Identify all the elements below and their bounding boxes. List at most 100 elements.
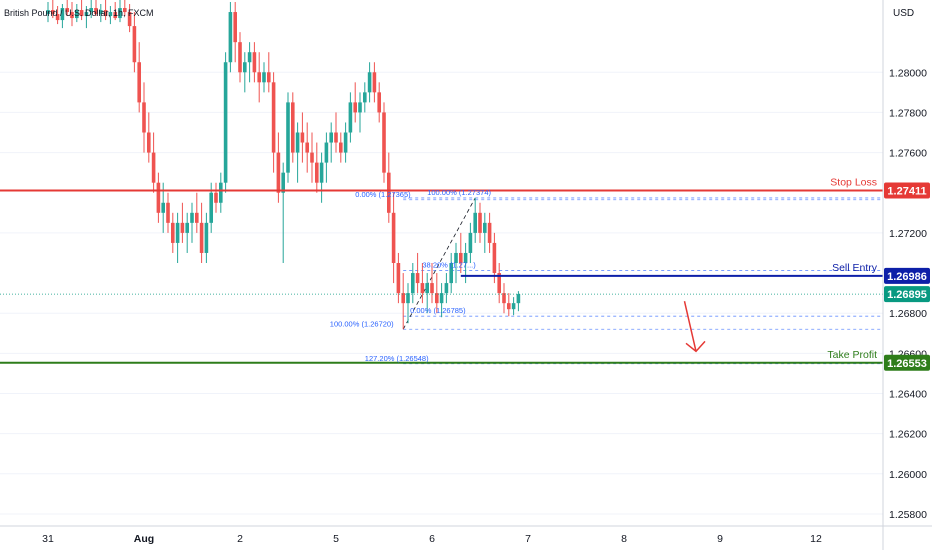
candle-body [195, 212, 199, 223]
candle-body [420, 283, 425, 294]
candle-body [315, 162, 319, 183]
level-badge-target [884, 354, 930, 371]
candle-body [334, 132, 338, 143]
fib-label: 100.00% (1.27374) [427, 188, 491, 197]
candle-body [348, 102, 353, 133]
candle-body [262, 72, 266, 83]
candle-body [387, 172, 391, 213]
candle-body [454, 252, 458, 263]
price-axis[interactable]: 1.280001.278001.276001.272001.268001.266… [889, 67, 927, 521]
candle-body [406, 293, 410, 304]
candle-body [190, 212, 194, 223]
candle-body [425, 283, 429, 294]
time-axis[interactable]: 31 Aug 2 5 6 7 8 9 12 [42, 533, 822, 545]
candle-body [209, 192, 213, 223]
price-tick-label: 1.26200 [889, 429, 927, 441]
candle-body [305, 142, 309, 153]
arrow-shaft [683, 300, 697, 352]
time-tick-label: 2 [237, 533, 243, 545]
candle-body [123, 8, 127, 13]
fib-label: 38.20% (1.27...) [422, 260, 476, 269]
candle-body [310, 152, 314, 163]
fib-trend-line [402, 197, 476, 330]
level-badge-stop [884, 182, 930, 199]
candle-body [459, 252, 463, 263]
price-tick-label: 1.27600 [889, 148, 927, 160]
candle-body [502, 293, 506, 304]
candle-body [219, 182, 223, 203]
price-tick-label: 1.25800 [889, 509, 927, 521]
level-label-stop: Stop Loss [830, 177, 877, 189]
candle-body [281, 172, 285, 193]
candle-body [319, 162, 324, 183]
candle-body [329, 132, 333, 143]
candle-body [487, 222, 492, 243]
price-tick-label: 1.26800 [889, 308, 927, 320]
candle-body [492, 242, 497, 274]
candle-body [295, 132, 300, 153]
fib-levels [402, 197, 883, 365]
current-price-badge [884, 286, 930, 303]
candle-body [483, 222, 487, 233]
time-tick-label: 5 [333, 533, 339, 545]
candle-body [358, 102, 362, 113]
candle-body [286, 102, 290, 173]
candle-body [411, 273, 415, 294]
fib-labels: 0.00% (1.27365) 100.00% (1.27374) 38.20% (… [330, 188, 492, 363]
candles [46, 0, 521, 330]
candle-body [382, 112, 386, 173]
candle-body [185, 222, 189, 233]
candle-body [46, 10, 50, 15]
candle-body [147, 132, 151, 153]
candle-body [396, 263, 401, 294]
arrow-head [685, 340, 706, 353]
candle-body [55, 14, 60, 21]
candle-body [214, 192, 218, 203]
candle-body [137, 62, 141, 103]
price-tick-label: 1.26000 [889, 469, 927, 481]
candle-body [391, 212, 396, 263]
fib-label: 0.00% (1.27365) [355, 190, 411, 199]
candle-body [75, 10, 79, 19]
candle-body [267, 72, 271, 83]
candle-body [65, 8, 69, 13]
currency-label[interactable]: USD [893, 8, 914, 19]
candle-body [291, 102, 295, 153]
candle-body [243, 62, 247, 73]
candle-body [324, 142, 329, 163]
candle-body [199, 222, 204, 253]
candle-body [166, 202, 170, 223]
candle-body [300, 132, 305, 143]
candle-body [377, 92, 381, 113]
candle-body [79, 10, 84, 17]
candle-body [353, 102, 357, 113]
level-badge-value: 1.27411 [887, 186, 926, 198]
candle-body [142, 102, 146, 133]
candle-body [435, 293, 439, 304]
candle-body [463, 252, 468, 263]
candle-body [161, 202, 165, 213]
candle-body [175, 222, 180, 243]
candle-body [367, 72, 372, 93]
candle-body [89, 8, 93, 13]
symbol-title[interactable]: British Pound / U.S. Dollar, 1h, FXCM [4, 8, 154, 18]
candle-body [449, 263, 453, 284]
level-label-entry: Sell Entry [832, 262, 878, 274]
time-tick-label: 6 [429, 533, 435, 545]
level-badge-value: 1.26986 [887, 271, 927, 283]
time-tick-label: 8 [621, 533, 627, 545]
candle-body [180, 222, 185, 233]
candle-body [401, 293, 405, 304]
candle-body [108, 12, 113, 17]
candle-body [372, 72, 377, 93]
candle-body [497, 273, 501, 294]
candle-body [276, 152, 281, 193]
candle-body [343, 132, 348, 153]
time-tick-label: 9 [717, 533, 723, 545]
price-tick-label: 1.28000 [889, 67, 927, 79]
trade-levels: Stop Loss Sell Entry Take Profit [0, 177, 883, 364]
candle-body [238, 42, 242, 73]
candle-body [444, 283, 449, 294]
candle-body [252, 52, 257, 73]
